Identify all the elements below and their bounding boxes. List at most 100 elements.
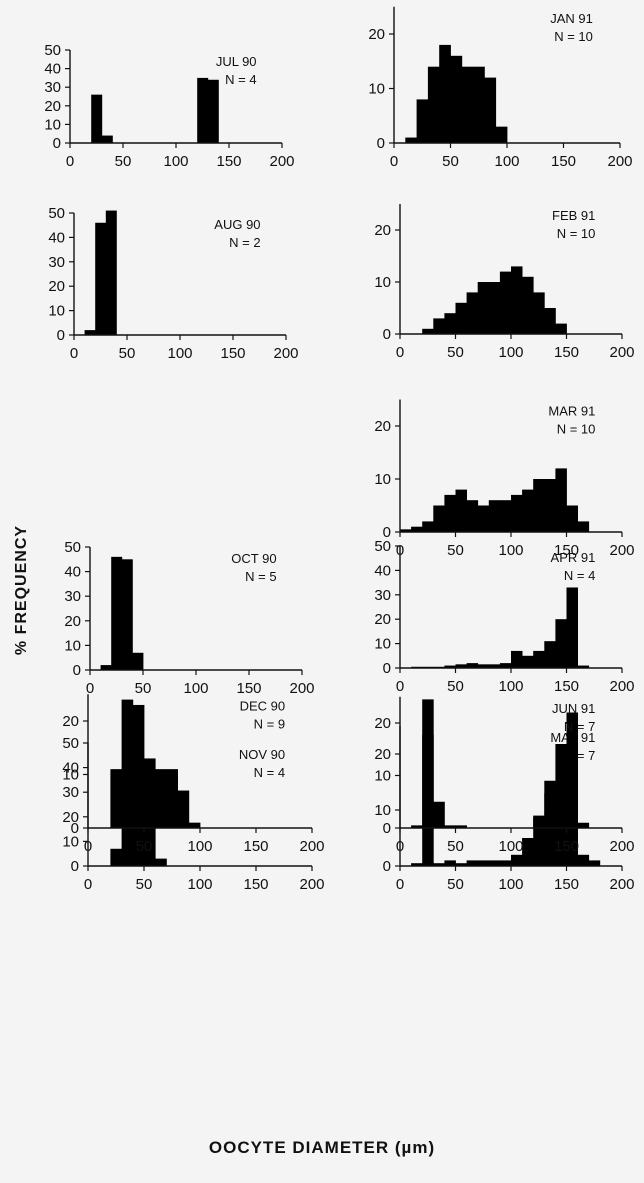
bar <box>533 650 545 668</box>
bar <box>132 652 144 670</box>
panel-sample-size: N = 4 <box>254 765 285 780</box>
bar <box>533 815 545 866</box>
y-tick-label: 10 <box>374 802 391 819</box>
y-tick-label: 10 <box>374 768 391 785</box>
y-tick-label: 10 <box>374 471 391 488</box>
panel-title: AUG 90 <box>214 217 260 232</box>
x-tick-label: 100 <box>498 838 523 855</box>
bar <box>144 826 156 866</box>
panel-apr-91: 0 50 100 150 200 0 10 20 30 40 50 APR 91 N = 4 <box>374 538 634 695</box>
bar <box>400 529 412 532</box>
bar <box>466 860 479 866</box>
bar <box>577 665 590 668</box>
panel-sample-size: N = 7 <box>564 719 595 734</box>
x-tick-label: 150 <box>236 680 261 697</box>
bar <box>405 137 417 143</box>
panel-title: NOV 90 <box>239 747 285 762</box>
bar <box>499 663 512 668</box>
panel-sample-size: N = 5 <box>245 569 276 584</box>
bar <box>444 494 456 532</box>
x-tick-label: 0 <box>396 344 404 361</box>
x-tick-label: 150 <box>554 344 579 361</box>
bar <box>450 55 463 143</box>
y-tick-label: 10 <box>48 303 65 320</box>
bar <box>522 276 534 334</box>
bar <box>197 77 209 143</box>
y-tick-label: 10 <box>374 274 391 291</box>
bar <box>477 505 490 532</box>
y-tick-label: 20 <box>62 809 79 826</box>
bar <box>555 619 567 668</box>
y-tick-label: 10 <box>62 833 79 850</box>
y-tick-label: 20 <box>374 715 391 732</box>
x-axis-label: OOCYTE DIAMETER (µm) <box>208 1138 436 1157</box>
bar <box>433 505 445 532</box>
y-tick-label: 10 <box>44 116 61 133</box>
bar <box>499 860 512 866</box>
bar <box>427 66 440 143</box>
y-tick-label: 0 <box>383 820 391 837</box>
x-tick-label: 50 <box>115 153 132 170</box>
bar <box>455 863 467 866</box>
bar <box>121 699 134 828</box>
bar <box>566 505 578 532</box>
panel-jan-91: 0 50 100 150 200 0 10 20 JAN 91 N = 10 <box>368 6 633 170</box>
bar <box>444 860 456 866</box>
bar <box>477 664 490 668</box>
x-tick-label: 200 <box>609 838 634 855</box>
x-tick-label: 200 <box>273 345 298 362</box>
y-tick-label: 50 <box>64 539 81 556</box>
panel-title: OCT 90 <box>231 551 276 566</box>
bar <box>422 699 434 828</box>
x-tick-label: 0 <box>84 838 92 855</box>
panel-sample-size: N = 10 <box>557 226 596 241</box>
bar <box>433 863 445 866</box>
bar <box>91 94 103 143</box>
x-tick-label: 150 <box>216 153 241 170</box>
x-tick-label: 100 <box>498 344 523 361</box>
bar <box>555 744 567 828</box>
y-tick-label: 0 <box>383 858 391 875</box>
bar <box>488 500 501 532</box>
bar <box>132 704 145 828</box>
bar <box>444 313 456 334</box>
bar <box>101 135 113 143</box>
y-tick-label: 20 <box>374 418 391 435</box>
panel-title: JAN 91 <box>550 11 593 26</box>
y-tick-label: 20 <box>62 713 79 730</box>
bar <box>577 521 590 532</box>
bar <box>188 822 201 828</box>
bar <box>455 664 467 668</box>
panel-feb-91: 0 50 100 150 200 0 10 20 FEB 91 N = 10 <box>374 204 635 361</box>
y-tick-label: 40 <box>62 760 79 777</box>
y-tick-label: 20 <box>48 278 65 295</box>
x-tick-label: 150 <box>554 678 579 695</box>
y-axis-label: % FREQUENCY <box>13 524 30 656</box>
x-tick-label: 50 <box>447 876 464 893</box>
x-tick-label: 50 <box>447 838 464 855</box>
x-tick-label: 150 <box>220 345 245 362</box>
x-tick-label: 100 <box>167 345 192 362</box>
bar <box>488 664 501 668</box>
y-tick-label: 40 <box>48 229 65 246</box>
bar <box>522 655 534 668</box>
y-tick-label: 0 <box>383 524 391 541</box>
y-tick-label: 20 <box>374 746 391 763</box>
y-tick-label: 10 <box>62 767 79 784</box>
bar <box>144 758 156 828</box>
bar <box>495 126 508 143</box>
x-tick-label: 0 <box>66 153 74 170</box>
bar <box>84 330 96 335</box>
bar <box>155 769 167 828</box>
y-tick-label: 30 <box>48 254 65 271</box>
y-tick-label: 40 <box>64 564 81 581</box>
bar <box>477 282 490 334</box>
y-tick-label: 0 <box>377 135 385 152</box>
x-tick-label: 0 <box>396 838 404 855</box>
panel-sample-size: N = 4 <box>225 72 256 87</box>
bar <box>95 222 107 335</box>
bar <box>155 858 167 866</box>
